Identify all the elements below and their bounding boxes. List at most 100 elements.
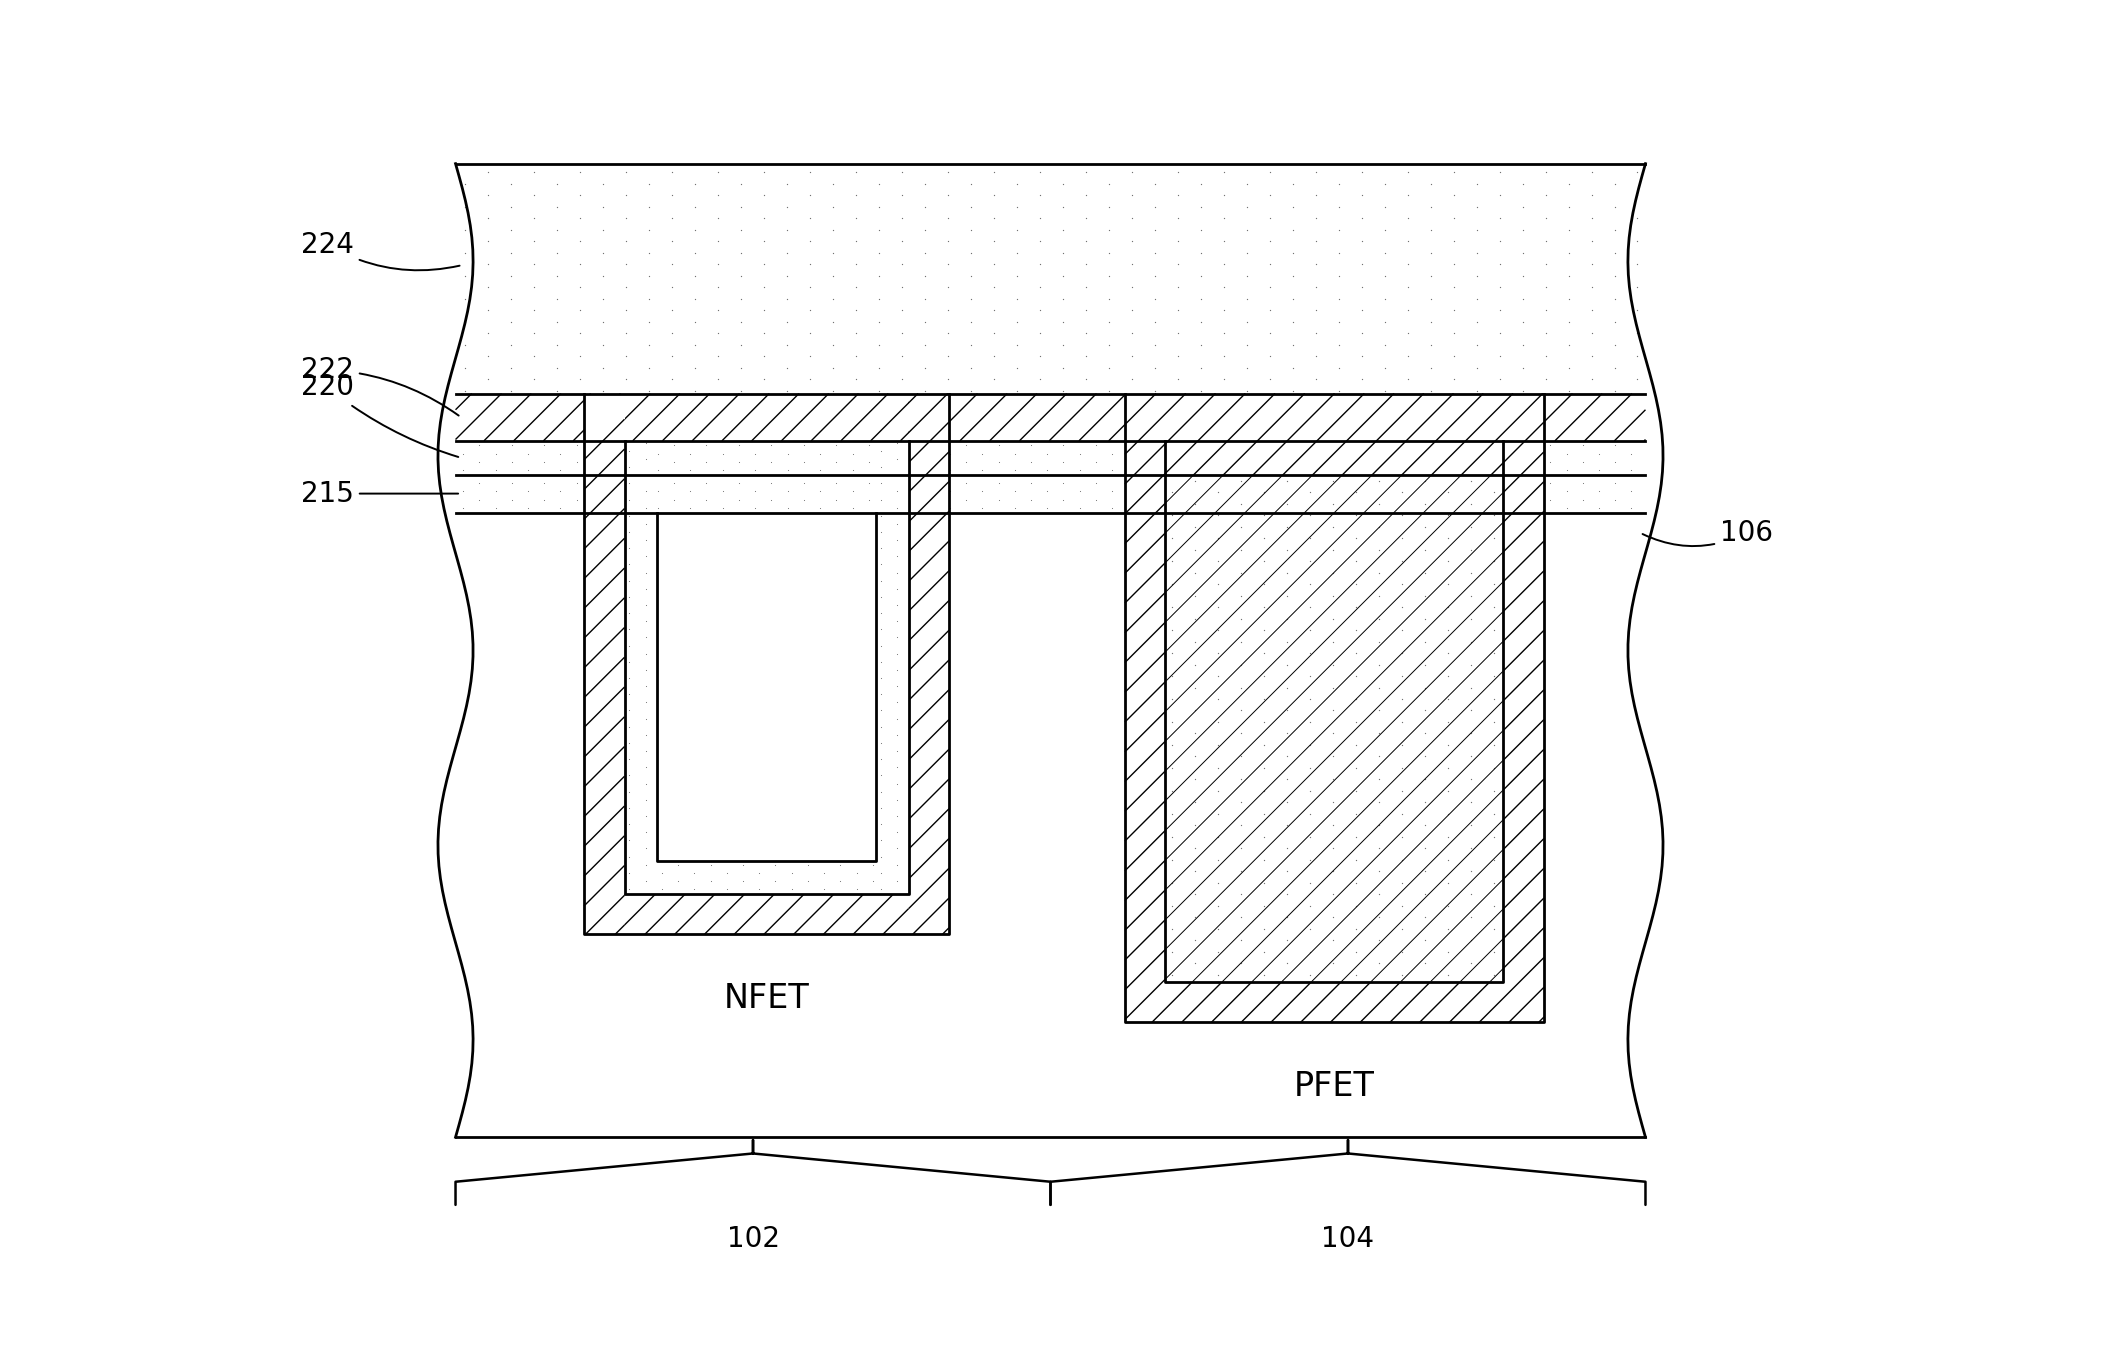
Point	[1576, 415, 1609, 436]
Point	[1408, 539, 1441, 561]
Point	[1477, 850, 1511, 871]
Point	[1361, 585, 1395, 607]
Point	[868, 459, 901, 481]
Point	[702, 438, 735, 459]
Point	[1460, 310, 1494, 332]
Point	[1225, 630, 1258, 652]
Point	[1576, 461, 1609, 482]
Point	[1116, 438, 1149, 459]
Point	[632, 266, 666, 287]
Point	[527, 451, 561, 473]
Point	[613, 634, 647, 656]
Point	[908, 495, 941, 516]
Point	[981, 473, 1015, 495]
Point	[1483, 299, 1517, 321]
Point	[792, 870, 826, 892]
Point	[815, 472, 849, 493]
Point	[931, 161, 964, 183]
Point	[586, 449, 620, 470]
Point	[1298, 415, 1332, 436]
Point	[1162, 230, 1195, 252]
Point	[1420, 459, 1454, 481]
Point	[1248, 850, 1282, 871]
Point	[1599, 451, 1632, 473]
Point	[855, 870, 889, 892]
Point	[540, 310, 574, 332]
Point	[613, 813, 647, 835]
Point	[527, 489, 561, 511]
Point	[1248, 619, 1282, 641]
Point	[1193, 497, 1227, 519]
Point	[815, 495, 849, 516]
Point	[1431, 504, 1464, 526]
Point	[445, 481, 479, 503]
Point	[1225, 814, 1258, 836]
Point	[1193, 443, 1227, 465]
Point	[1229, 173, 1263, 195]
Point	[1185, 402, 1219, 424]
Point	[1185, 333, 1219, 355]
Point	[1534, 473, 1567, 495]
Point	[563, 161, 597, 183]
Point	[1225, 562, 1258, 584]
Point	[1111, 473, 1145, 495]
Point	[624, 473, 658, 495]
Point	[1128, 459, 1162, 481]
Point	[1454, 539, 1488, 561]
Point	[1252, 230, 1286, 252]
Point	[479, 459, 513, 481]
Point	[1000, 173, 1034, 195]
Point	[1162, 415, 1195, 436]
Point	[1179, 653, 1212, 675]
Point	[563, 207, 597, 229]
Text: PFET: PFET	[1294, 1069, 1374, 1103]
Point	[641, 459, 674, 481]
Point	[1408, 699, 1441, 721]
Point	[576, 443, 609, 465]
Point	[1500, 473, 1534, 495]
Point	[868, 465, 901, 486]
Point	[758, 854, 792, 875]
Point	[771, 356, 805, 378]
Point	[1206, 438, 1240, 459]
Point	[1431, 804, 1464, 825]
Point	[794, 299, 828, 321]
Point	[628, 610, 662, 631]
Point	[628, 675, 662, 696]
Point	[1372, 451, 1406, 473]
Point	[1506, 379, 1540, 401]
Point	[1385, 688, 1418, 710]
Point	[1391, 184, 1424, 206]
Point	[1530, 369, 1563, 390]
Point	[1414, 196, 1448, 218]
Point	[1202, 827, 1235, 848]
Point	[1252, 207, 1286, 229]
Point	[609, 465, 643, 486]
Point	[1340, 573, 1374, 595]
Point	[788, 473, 821, 495]
Point	[885, 276, 918, 298]
Point	[1298, 161, 1332, 183]
Point	[1391, 253, 1424, 275]
Point	[1206, 415, 1240, 436]
Point	[1361, 607, 1395, 629]
Point	[1273, 489, 1307, 511]
Point	[864, 878, 897, 900]
Point	[931, 346, 964, 367]
Point	[1093, 356, 1126, 378]
Point	[1202, 757, 1235, 779]
Point	[723, 451, 756, 473]
Point	[838, 346, 872, 367]
Point	[1620, 253, 1653, 275]
Point	[1202, 873, 1235, 894]
Point	[725, 472, 758, 493]
Point	[494, 356, 527, 378]
Point	[725, 243, 758, 264]
Point	[931, 461, 964, 482]
Point	[1506, 356, 1540, 378]
Point	[1294, 504, 1328, 526]
Point	[838, 230, 872, 252]
Text: 220: 220	[300, 374, 458, 457]
Point	[1460, 266, 1494, 287]
Point	[1500, 489, 1534, 511]
